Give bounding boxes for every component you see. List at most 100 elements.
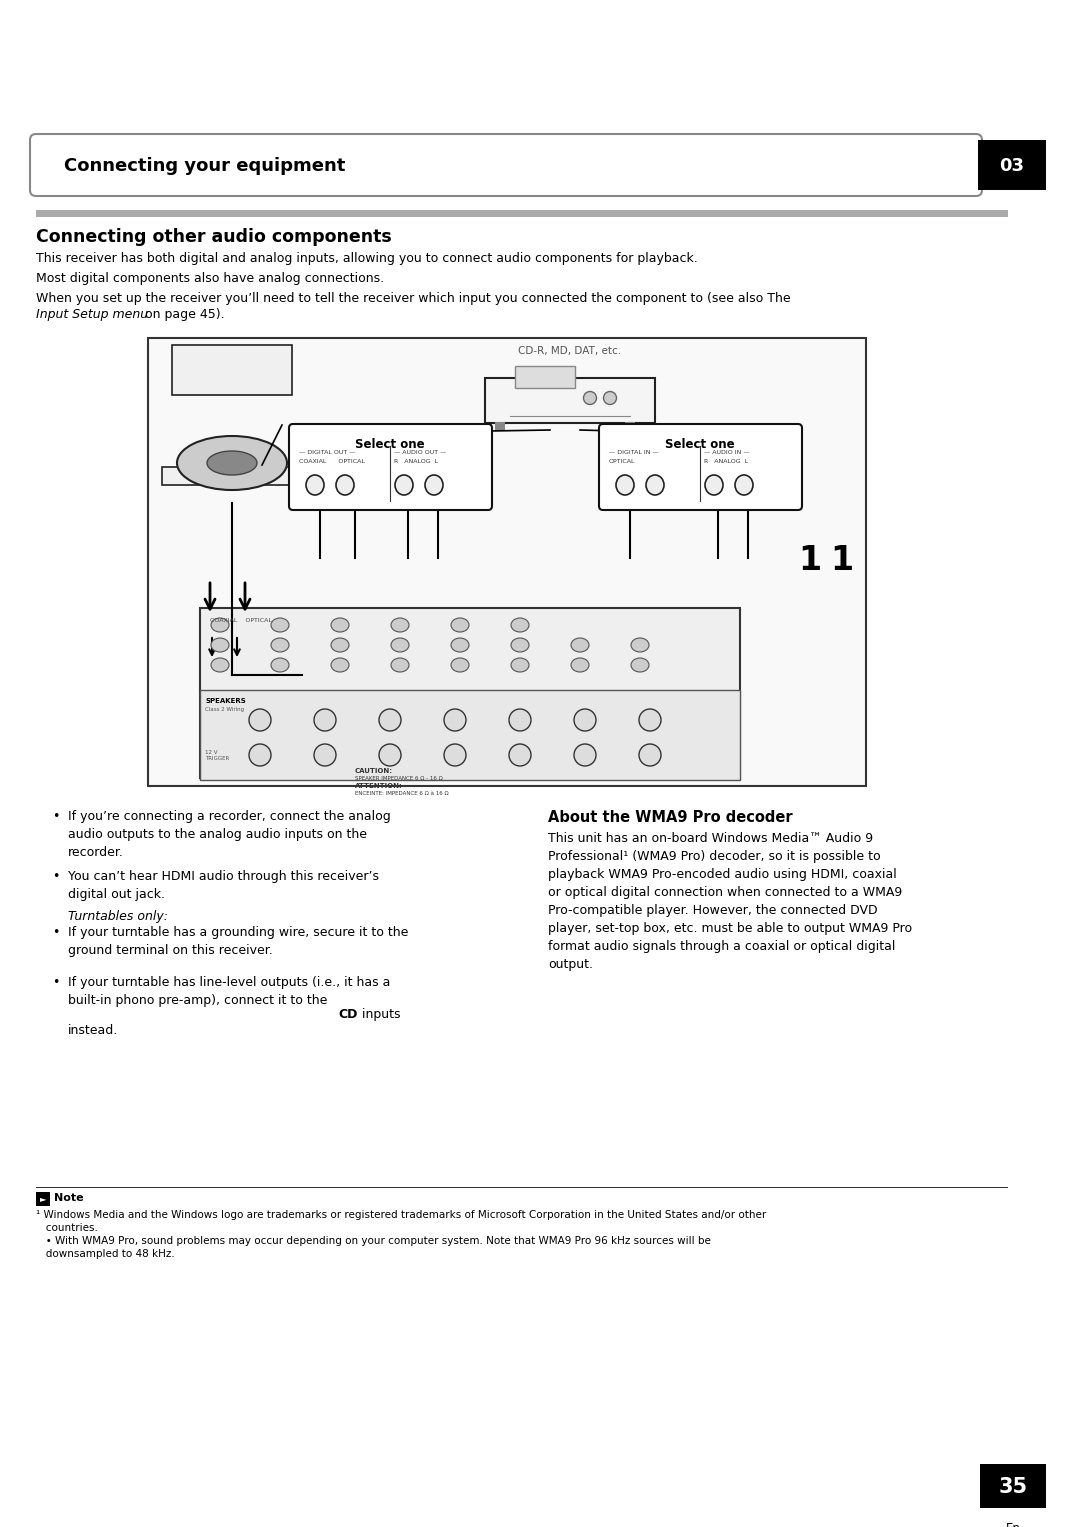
Ellipse shape	[451, 658, 469, 672]
Text: •: •	[52, 925, 59, 939]
Ellipse shape	[639, 744, 661, 767]
Ellipse shape	[639, 709, 661, 731]
Ellipse shape	[379, 744, 401, 767]
FancyBboxPatch shape	[30, 134, 982, 195]
Ellipse shape	[330, 658, 349, 672]
Text: 1: 1	[798, 544, 822, 577]
Ellipse shape	[426, 475, 443, 495]
Ellipse shape	[705, 475, 723, 495]
Text: Class 2 Wiring: Class 2 Wiring	[205, 707, 244, 712]
Ellipse shape	[509, 744, 531, 767]
Bar	[485, 379, 654, 423]
Bar	[200, 690, 740, 780]
Ellipse shape	[211, 658, 229, 672]
Ellipse shape	[646, 475, 664, 495]
Text: inputs: inputs	[357, 1008, 401, 1022]
Text: •: •	[52, 870, 59, 883]
Ellipse shape	[211, 618, 229, 632]
Text: You can’t hear HDMI audio through this receiver’s
digital out jack.: You can’t hear HDMI audio through this r…	[68, 870, 379, 901]
Bar	[495, 421, 505, 431]
Ellipse shape	[444, 744, 465, 767]
Bar	[200, 608, 740, 777]
Ellipse shape	[451, 618, 469, 632]
Text: Most digital components also have analog connections.: Most digital components also have analog…	[36, 272, 384, 286]
Ellipse shape	[271, 618, 289, 632]
Text: Select one: Select one	[355, 438, 424, 450]
Bar	[36, 211, 1008, 217]
Text: This receiver has both digital and analog inputs, allowing you to connect audio : This receiver has both digital and analo…	[36, 252, 698, 266]
Ellipse shape	[573, 709, 596, 731]
Text: Turntable: Turntable	[207, 347, 256, 356]
Text: Connecting other audio components: Connecting other audio components	[36, 228, 392, 246]
Text: •: •	[52, 976, 59, 989]
FancyBboxPatch shape	[599, 425, 802, 510]
Text: CD: CD	[338, 1008, 357, 1022]
Text: Input Setup menu: Input Setup menu	[36, 308, 148, 321]
Text: — DIGITAL IN —: — DIGITAL IN —	[609, 450, 659, 455]
Ellipse shape	[631, 638, 649, 652]
Ellipse shape	[511, 618, 529, 632]
Text: ►: ►	[40, 1194, 46, 1203]
Ellipse shape	[395, 475, 413, 495]
Bar	[978, 140, 1047, 189]
Bar	[36, 1193, 50, 1206]
Text: • With WMA9 Pro, sound problems may occur depending on your computer system. Not: • With WMA9 Pro, sound problems may occu…	[36, 1235, 711, 1246]
Ellipse shape	[379, 709, 401, 731]
Text: If you’re connecting a recorder, connect the analog
audio outputs to the analog : If you’re connecting a recorder, connect…	[68, 809, 391, 860]
Text: OPTICAL: OPTICAL	[609, 460, 635, 464]
Text: 1: 1	[831, 544, 853, 577]
Text: This unit has an on-board Windows Media™ Audio 9
Professional¹ (WMA9 Pro) decode: This unit has an on-board Windows Media™…	[548, 832, 913, 971]
Ellipse shape	[336, 475, 354, 495]
Text: SPEAKERS: SPEAKERS	[205, 698, 246, 704]
Bar	[515, 366, 575, 388]
Text: En: En	[1005, 1522, 1021, 1527]
Text: SPEAKER IMPEDANCE 6 Ω - 16 Ω: SPEAKER IMPEDANCE 6 Ω - 16 Ω	[355, 776, 443, 780]
Ellipse shape	[571, 658, 589, 672]
Text: on page 45).: on page 45).	[141, 308, 225, 321]
Text: R   ANALOG  L: R ANALOG L	[394, 460, 438, 464]
Bar	[172, 345, 292, 395]
Ellipse shape	[604, 391, 617, 405]
Ellipse shape	[330, 638, 349, 652]
Ellipse shape	[631, 658, 649, 672]
Text: downsampled to 48 kHz.: downsampled to 48 kHz.	[36, 1249, 175, 1258]
Ellipse shape	[249, 709, 271, 731]
Ellipse shape	[509, 709, 531, 731]
FancyBboxPatch shape	[289, 425, 492, 510]
Ellipse shape	[314, 744, 336, 767]
Bar	[980, 1464, 1047, 1509]
Ellipse shape	[211, 638, 229, 652]
Text: R   ANALOG  L: R ANALOG L	[704, 460, 748, 464]
Text: ENCEINTE: IMPEDANCE 6 Ω à 16 Ω: ENCEINTE: IMPEDANCE 6 Ω à 16 Ω	[355, 791, 448, 796]
Text: If your turntable has line-level outputs (i.e., it has a
built-in phono pre-amp): If your turntable has line-level outputs…	[68, 976, 390, 1006]
Ellipse shape	[271, 658, 289, 672]
Ellipse shape	[330, 618, 349, 632]
Ellipse shape	[573, 744, 596, 767]
Text: ATTENTION:: ATTENTION:	[355, 783, 403, 789]
Text: Turntables only:: Turntables only:	[68, 910, 168, 922]
Bar	[148, 337, 866, 786]
Text: CAUTION:: CAUTION:	[355, 768, 393, 774]
Text: ¹ Windows Media and the Windows logo are trademarks or registered trademarks of : ¹ Windows Media and the Windows logo are…	[36, 1209, 766, 1220]
Ellipse shape	[511, 658, 529, 672]
Text: About the WMA9 Pro decoder: About the WMA9 Pro decoder	[548, 809, 793, 825]
Ellipse shape	[271, 638, 289, 652]
Bar	[625, 421, 635, 431]
Text: 12 V
TRIGGER: 12 V TRIGGER	[205, 750, 229, 760]
Ellipse shape	[511, 638, 529, 652]
Text: Connecting your equipment: Connecting your equipment	[64, 157, 346, 176]
Ellipse shape	[571, 638, 589, 652]
Bar	[162, 467, 302, 486]
Text: 03: 03	[999, 157, 1025, 176]
Text: When you set up the receiver you’ll need to tell the receiver which input you co: When you set up the receiver you’ll need…	[36, 292, 791, 305]
Ellipse shape	[391, 618, 409, 632]
Ellipse shape	[391, 658, 409, 672]
Ellipse shape	[444, 709, 465, 731]
Text: CD-R, MD, DAT, etc.: CD-R, MD, DAT, etc.	[518, 347, 622, 356]
Text: — AUDIO OUT —: — AUDIO OUT —	[394, 450, 446, 455]
Text: — AUDIO IN —: — AUDIO IN —	[704, 450, 750, 455]
Ellipse shape	[583, 391, 596, 405]
Text: Note: Note	[54, 1193, 83, 1203]
Text: COAXIAL    OPTICAL: COAXIAL OPTICAL	[210, 618, 272, 623]
Text: — DIGITAL OUT —: — DIGITAL OUT —	[299, 450, 355, 455]
